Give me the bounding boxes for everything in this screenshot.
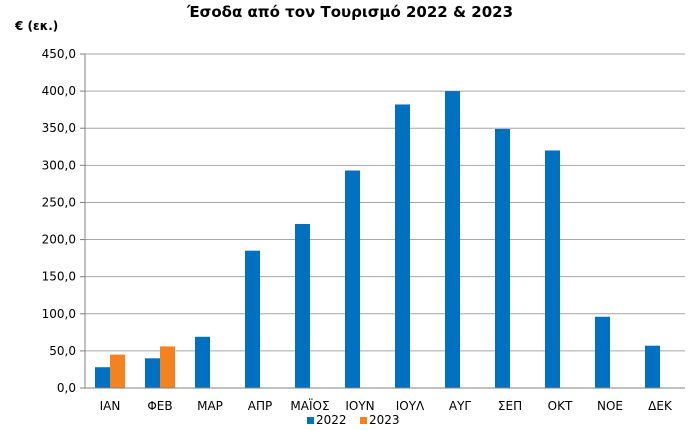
y-tick-label: 350,0 [42,121,76,135]
y-axis-ticks: 0,0 50,0 100,0 150,0 200,0 250,0 300,0 350,0 400… [42,47,85,395]
legend: 2022 2023 [307,413,400,427]
x-category-label: ΜΑΪΟΣ [290,398,329,413]
y-tick-label: 50,0 [49,344,76,358]
y-tick-label: 150,0 [42,270,76,284]
bar-2022-ΑΠΡ [245,250,260,388]
x-category-label: ΙΟΥΝ [345,399,374,413]
bars [95,91,660,389]
bar-2022-ΙΟΥΛ [395,104,410,389]
bar-2023-ΙΑΝ [110,354,125,388]
bar-2022-ΜΑΡ [195,336,210,388]
x-axis-categories: ΙΑΝ ΦΕΒ ΜΑΡ ΑΠΡ ΜΑΪΟΣ ΙΟΥΝ ΙΟΥΛ ΑΥΓ ΣΕΠ ΟΚΤ ΝΟΕ ΔΕΚ [100,398,673,413]
gridlines [85,53,685,352]
y-tick-label: 250,0 [42,195,76,209]
axes [84,54,685,389]
x-category-label: ΟΚΤ [548,399,573,413]
x-category-label: ΜΑΡ [197,399,223,413]
legend-label: 2022 [316,413,347,427]
bar-2022-ΝΟΕ [595,316,610,388]
chart-title: Έσοδα από τον Τουρισμό 2022 & 2023 [186,3,513,21]
y-tick-label: 200,0 [42,233,76,247]
bar-2022-ΙΑΝ [95,367,110,388]
bar-2022-ΟΚΤ [545,150,560,388]
bar-2022-ΜΑΪΟΣ [295,223,310,388]
y-axis-unit-label: € (εκ.) [14,19,58,33]
y-tick-label: 300,0 [42,158,76,172]
x-category-label: ΙΑΝ [100,399,121,413]
x-category-label: ΑΥΓ [449,399,472,413]
bar-2022-ΣΕΠ [495,128,510,388]
bar-2022-ΑΥΓ [445,91,460,388]
y-tick-label: 450,0 [42,47,76,61]
x-category-label: ΙΟΥΛ [396,399,425,413]
bar-2023-ΦΕΒ [160,346,175,388]
x-category-label: ΑΠΡ [248,399,272,413]
bar-2022-ΙΟΥΝ [345,170,360,388]
bar-2022-ΔΕΚ [645,345,660,388]
legend-label: 2023 [369,413,400,427]
y-tick-label: 0,0 [57,381,76,395]
x-category-label: ΣΕΠ [498,399,522,413]
x-category-label: ΦΕΒ [147,399,172,413]
y-tick-label: 400,0 [42,84,76,98]
bar-2022-ΦΕΒ [145,358,160,388]
legend-swatch-2023 [360,417,367,424]
legend-swatch-2022 [307,417,314,424]
x-category-label: ΝΟΕ [597,399,623,413]
x-category-label: ΔΕΚ [648,399,673,413]
y-tick-label: 100,0 [42,307,76,321]
